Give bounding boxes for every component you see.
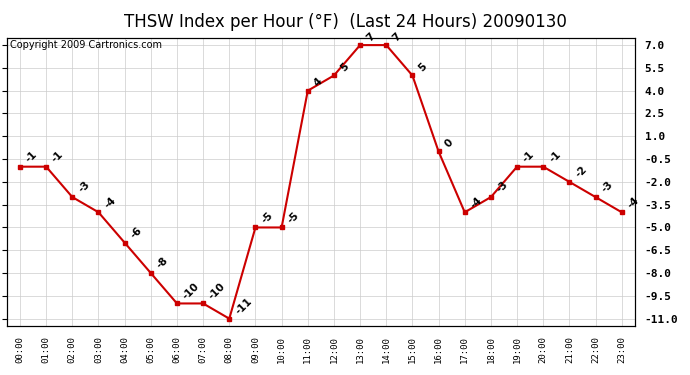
Text: -5: -5 bbox=[286, 210, 301, 225]
Text: -5: -5 bbox=[259, 210, 275, 225]
Text: -4: -4 bbox=[103, 195, 118, 210]
Text: -1: -1 bbox=[24, 149, 39, 165]
Text: 4: 4 bbox=[312, 76, 324, 88]
Text: -6: -6 bbox=[129, 225, 144, 240]
Text: -1: -1 bbox=[547, 149, 562, 165]
Text: -3: -3 bbox=[495, 180, 511, 195]
Text: -8: -8 bbox=[155, 256, 170, 271]
Text: -11: -11 bbox=[233, 296, 254, 316]
Text: 7: 7 bbox=[364, 31, 377, 43]
Text: -4: -4 bbox=[469, 195, 484, 210]
Text: -3: -3 bbox=[77, 180, 92, 195]
Text: 5: 5 bbox=[417, 61, 428, 74]
Text: -10: -10 bbox=[207, 281, 228, 301]
Text: -2: -2 bbox=[573, 165, 589, 180]
Text: -4: -4 bbox=[626, 195, 641, 210]
Text: THSW Index per Hour (°F)  (Last 24 Hours) 20090130: THSW Index per Hour (°F) (Last 24 Hours)… bbox=[124, 13, 566, 31]
Text: 7: 7 bbox=[391, 31, 403, 43]
Text: -1: -1 bbox=[50, 149, 66, 165]
Text: -1: -1 bbox=[521, 149, 536, 165]
Text: 0: 0 bbox=[443, 137, 455, 149]
Text: Copyright 2009 Cartronics.com: Copyright 2009 Cartronics.com bbox=[10, 40, 162, 50]
Text: 5: 5 bbox=[338, 61, 351, 74]
Text: -10: -10 bbox=[181, 281, 201, 301]
Text: -3: -3 bbox=[600, 180, 615, 195]
